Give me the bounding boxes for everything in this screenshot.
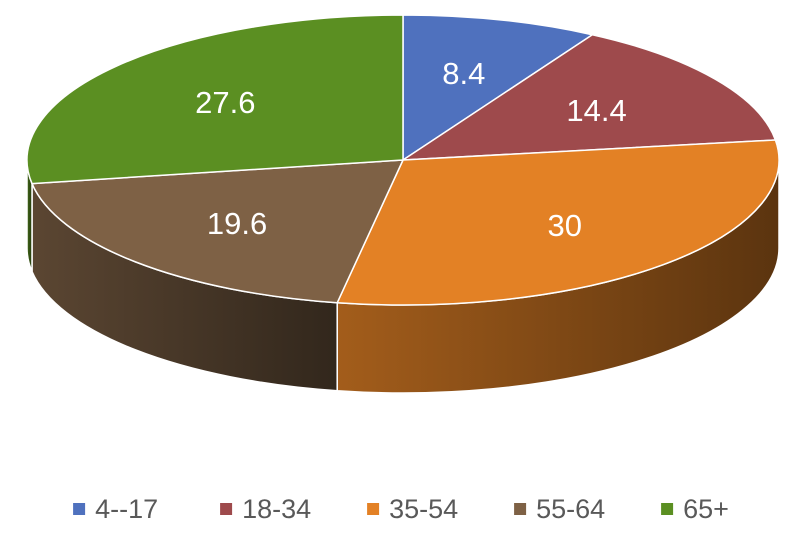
legend-swatch-55-64 xyxy=(514,503,527,515)
legend-item-65: 65+ xyxy=(661,494,729,524)
legend-item-4-17: 4--17 xyxy=(73,494,158,524)
pie-slice-35-54 xyxy=(336,139,780,306)
legend-label-55-64: 55-64 xyxy=(536,494,605,524)
legend-label-18-34: 18-34 xyxy=(242,494,311,524)
legend-item-18-34: 18-34 xyxy=(220,494,311,524)
data-label-35-54: 30 xyxy=(547,208,581,243)
pie-slice-55-64 xyxy=(31,159,404,304)
data-label-4-17: 8.4 xyxy=(442,56,485,91)
legend-item-35-54: 35-54 xyxy=(367,494,458,524)
legend-swatch-18-34 xyxy=(220,503,233,515)
legend-label-4-17: 4--17 xyxy=(95,494,158,524)
legend-item-55-64: 55-64 xyxy=(514,494,605,524)
pie-slice-65 xyxy=(26,14,404,185)
legend-swatch-35-54 xyxy=(367,503,380,515)
pie-slice-4-17 xyxy=(402,14,594,161)
legend-label-65: 65+ xyxy=(683,494,729,524)
legend-swatch-4-17 xyxy=(73,503,86,515)
legend-swatch-65 xyxy=(661,503,674,515)
data-label-18-34: 14.4 xyxy=(566,93,626,128)
data-label-55-64: 19.6 xyxy=(207,206,267,241)
pie-slices xyxy=(26,14,780,306)
legend-label-35-54: 35-54 xyxy=(389,494,458,524)
legend: 4--17 18-34 35-54 55-64 65+ xyxy=(73,494,729,524)
pie-slice-18-34 xyxy=(402,33,777,161)
data-label-65: 27.6 xyxy=(195,85,255,120)
slice-labels: 8.4 14.4 30 19.6 27.6 xyxy=(195,56,627,243)
